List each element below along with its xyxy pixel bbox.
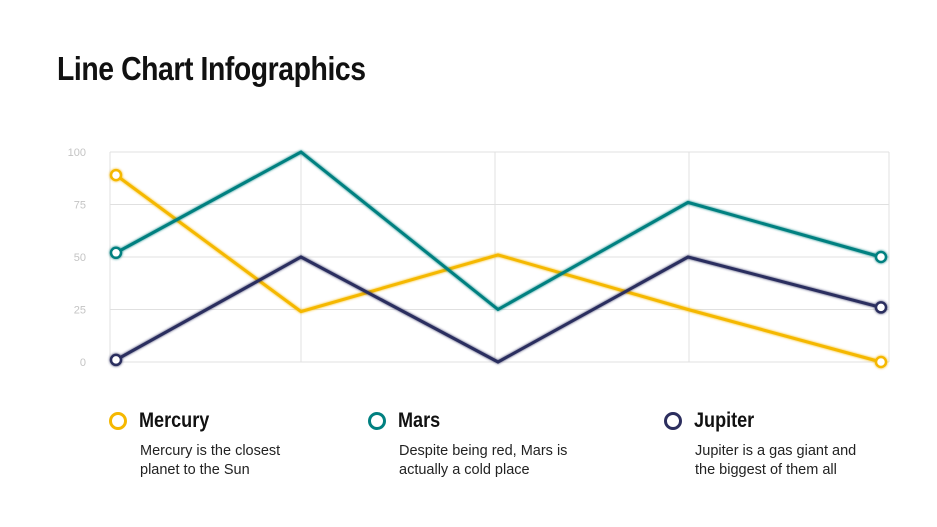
- legend-item-jupiter: Jupiter Jupiter is a gas giant and the b…: [664, 408, 895, 480]
- data-point-marker: [874, 355, 888, 369]
- legend-name: Mercury: [139, 409, 210, 432]
- data-point-marker: [874, 301, 888, 314]
- svg-text:75: 75: [74, 200, 86, 212]
- legend-item-mars: Mars Despite being red, Mars is actually…: [368, 408, 599, 480]
- legend-name: Jupiter: [694, 409, 755, 432]
- data-point-marker: [874, 250, 888, 264]
- page-title: Line Chart Infographics: [57, 50, 366, 87]
- legend-item-mercury: Mercury Mercury is the closest planet to…: [109, 408, 340, 480]
- data-point-marker: [109, 246, 123, 260]
- svg-text:25: 25: [74, 305, 86, 317]
- series-mars: [109, 150, 888, 312]
- svg-text:100: 100: [68, 147, 86, 159]
- chart-series: [109, 150, 888, 369]
- legend-description: Despite being red, Mars is actually a co…: [399, 443, 568, 478]
- svg-text:0: 0: [80, 357, 86, 369]
- series-mercury: [109, 168, 888, 369]
- data-point-marker: [109, 353, 123, 367]
- data-point-marker: [109, 168, 123, 182]
- mercury-marker-icon: [109, 412, 127, 430]
- jupiter-marker-icon: [664, 412, 682, 430]
- mars-marker-icon: [368, 412, 386, 430]
- svg-text:50: 50: [74, 252, 86, 264]
- legend-name: Mars: [398, 409, 441, 432]
- legend-description: Mercury is the closest planet to the Sun: [140, 443, 281, 478]
- y-axis-ticks: 0 25 50 75 100: [68, 147, 86, 369]
- line-chart: 0 25 50 75 100: [68, 147, 890, 369]
- legend-description: Jupiter is a gas giant and the biggest o…: [695, 443, 857, 478]
- series-jupiter: [109, 255, 888, 367]
